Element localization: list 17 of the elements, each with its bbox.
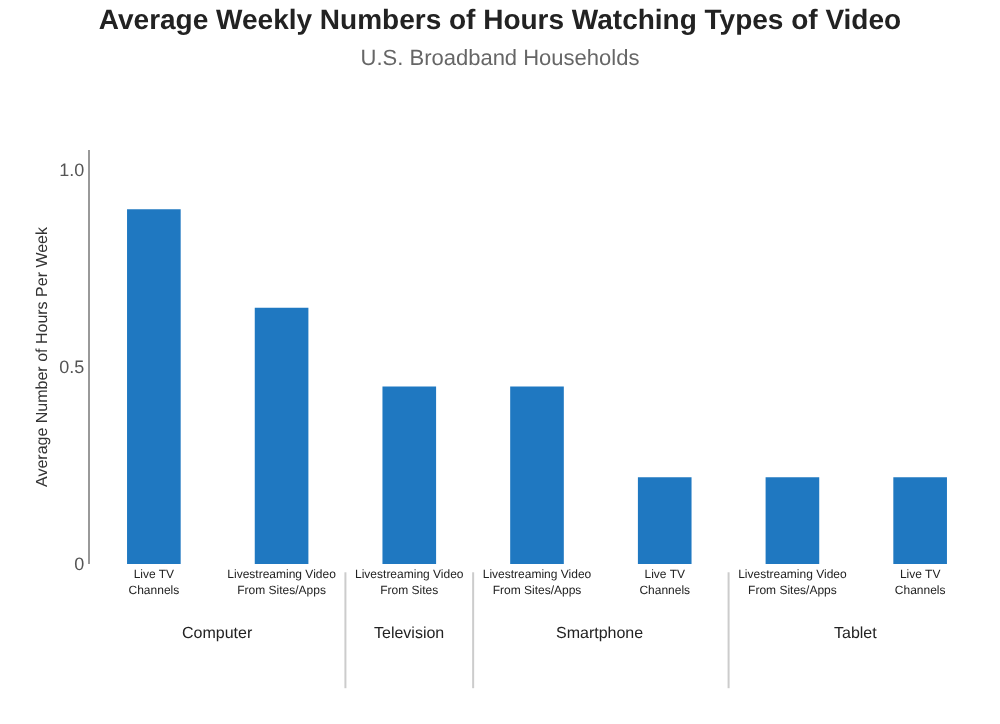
bar bbox=[254, 307, 309, 564]
y-tick-label: 1.0 bbox=[59, 160, 85, 181]
text: Television bbox=[374, 624, 445, 642]
y-axis-title: Average Number of Hours Per Week bbox=[32, 225, 51, 487]
y-tick-label: 0 bbox=[74, 554, 85, 575]
bar bbox=[765, 477, 820, 564]
y-tick-label: 0.5 bbox=[59, 357, 85, 378]
bar bbox=[382, 386, 437, 564]
bar bbox=[893, 477, 947, 564]
chart-title: Average Weekly Numbers of Hours Watching Types of Video bbox=[98, 2, 902, 35]
text: Smartphone bbox=[556, 624, 645, 642]
text: Tablet bbox=[834, 624, 879, 642]
text: Computer bbox=[182, 624, 253, 642]
bar bbox=[510, 386, 564, 564]
bar bbox=[637, 477, 692, 564]
bar bbox=[127, 209, 181, 564]
chart-subtitle: U.S. Broadband Households bbox=[360, 47, 641, 72]
